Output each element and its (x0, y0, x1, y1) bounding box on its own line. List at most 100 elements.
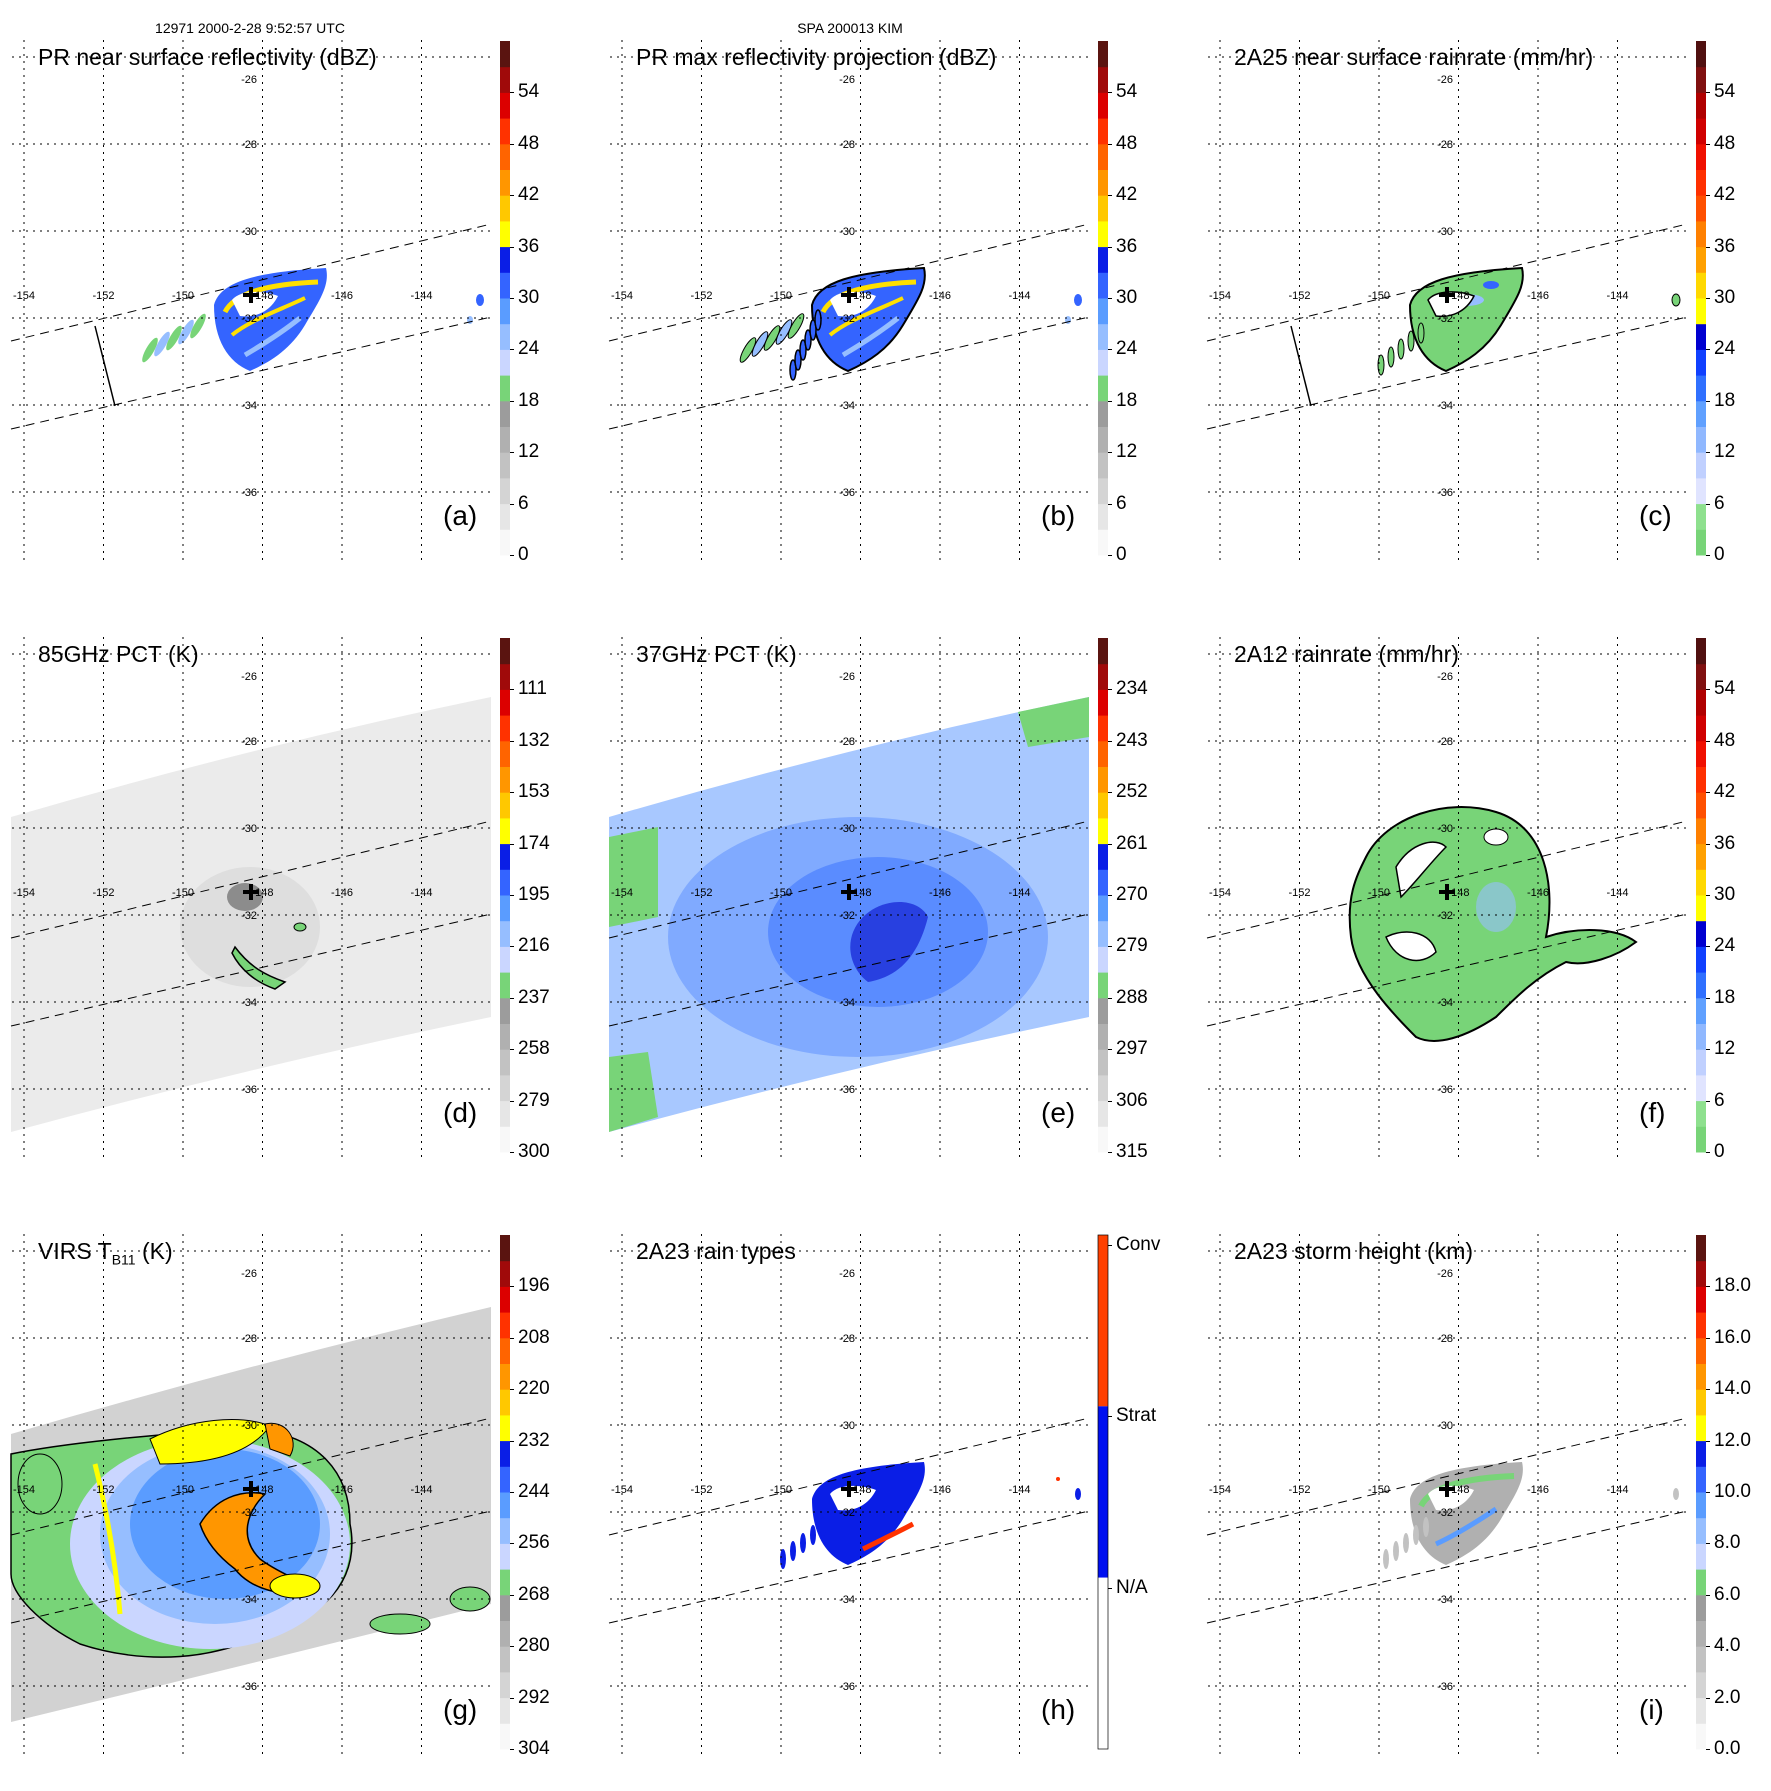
lon-label: -152 (690, 1484, 712, 1496)
colorbar-label: 30 (1705, 884, 1736, 905)
colorbar-label: 243 (1108, 729, 1148, 751)
lat-label: -36 (839, 487, 855, 499)
colorbar-b (1098, 41, 1108, 556)
colorbar-e (1098, 638, 1108, 1153)
panel-i: -154 -152 -150 -148 -146 -144 -26 -28 -30 -32 -34-… (1196, 1194, 1771, 1791)
panel-letter: (i) (1639, 1694, 1664, 1725)
colorbar-bin (500, 1697, 510, 1724)
colorbar-label: 279 (1108, 935, 1148, 957)
panel-title-text: VIRS T (38, 1238, 112, 1264)
swath-edge-lower (10, 913, 492, 1027)
colorbar-bin (1696, 1260, 1706, 1287)
colorbar-label: 18 (1705, 389, 1736, 411)
colorbar-bin (1098, 118, 1108, 145)
lon-label: -150 (1368, 290, 1390, 302)
colorbar-bin (500, 1517, 510, 1544)
map-a: -154 -152 -150 -148 -146 -144-26-28-30-32-34-… (10, 40, 510, 560)
colorbar-label: 30 (509, 287, 540, 308)
panel-title-text: 85GHz PCT (K) (38, 641, 199, 667)
lon-label: -146 (929, 887, 951, 899)
data-layer (10, 1307, 491, 1722)
lat-label: -30 (1437, 226, 1453, 238)
colorbar-bin (1696, 246, 1706, 273)
colorbar-bin (1696, 349, 1706, 376)
colorbar-label: 234 (1108, 678, 1148, 700)
colorbar-bin (1098, 143, 1108, 170)
lat-label: -36 (1437, 487, 1453, 499)
colorbar-bin (500, 1646, 510, 1673)
colorbar-bin (1696, 400, 1706, 427)
swath-edge-upper (10, 820, 492, 939)
colorbar-label: 6.0 (1705, 1583, 1741, 1605)
colorbar-label: 18.0 (1706, 1275, 1751, 1297)
panel-b: -154 -152 -150 -148 -146 -144 -26 -28 -30 -32 -34-… (598, 0, 1196, 597)
colorbar-label: 216 (510, 935, 550, 957)
swath-edge-upper (10, 1417, 492, 1536)
lon-label: -144 (410, 1484, 432, 1496)
colorbar-label: 42 (1705, 781, 1736, 803)
lon-label: -152 (92, 887, 114, 899)
lat-label: -34 (839, 997, 855, 1009)
colorbar-bin (500, 1337, 510, 1364)
lon-label: -150 (172, 290, 194, 302)
lat-label: -26 (839, 74, 855, 86)
storm-center-cross-icon (243, 884, 259, 900)
lat-label: -28 (1437, 1333, 1453, 1345)
panel-letter: (d) (443, 1097, 478, 1128)
colorbar-bin (1098, 715, 1108, 742)
panel-g: -154 -152 -150 -148 -146 -144 -26 -28 -30 -32 -34-… (0, 1194, 598, 1791)
lat-label: -30 (241, 1420, 257, 1432)
lat-label: -30 (839, 1420, 855, 1432)
lat-label: -34 (1437, 400, 1453, 412)
colorbar-label: 153 (510, 781, 550, 803)
colorbar-label: 297 (1108, 1038, 1148, 1060)
colorbar-bin (1098, 477, 1108, 505)
colorbar-label: 36 (509, 235, 540, 257)
map-i: -154 -152 -150 -148 -146 -144-26-28-30-32-34-… (1206, 1234, 1706, 1754)
panel-title-text: 2A25 near surface rainrate (mm/hr) (1234, 44, 1594, 70)
lon-label: -154 (13, 887, 35, 899)
colorbar-label: 48 (1107, 132, 1138, 154)
colorbar-bin (1098, 638, 1108, 665)
data-layer (1383, 1462, 1679, 1569)
colorbar-label: 42 (1705, 184, 1736, 206)
swath-edge-lower (10, 316, 492, 430)
colorbar-bin (1696, 1312, 1706, 1339)
colorbar-bin (500, 92, 510, 119)
panel-c: -154 -152 -150 -148 -146 -144 -26 -28 -30 -32 -34-… (1196, 0, 1771, 597)
scan-boundary-line (1290, 325, 1312, 407)
panel-title: PR near surface reflectivity (dBZ) (38, 44, 377, 70)
colorbar-label: 4.0 (1705, 1635, 1741, 1657)
swath-edge-lower (608, 316, 1090, 430)
colorbar-bin (1696, 452, 1706, 479)
pr-swath-edges (10, 223, 492, 430)
colorbar-bin (1098, 1074, 1108, 1102)
storm-center-cross-icon (243, 1481, 259, 1497)
colorbar-bin (500, 195, 510, 222)
colorbar-bin (1696, 1023, 1706, 1050)
colorbar-bin (1098, 426, 1108, 453)
colorbar-bin (1098, 869, 1108, 896)
panel-letter: (g) (443, 1694, 478, 1725)
lon-label: -146 (1527, 1484, 1549, 1496)
lon-label: -154 (611, 1484, 633, 1496)
colorbar-bin (1696, 477, 1706, 505)
lat-label: -36 (839, 1681, 855, 1693)
colorbar-bin (500, 997, 510, 1024)
lat-label: -36 (839, 1084, 855, 1096)
lat-label: -28 (1437, 736, 1453, 748)
colorbar-bin (1098, 972, 1108, 999)
colorbar-label: 24 (1705, 935, 1736, 957)
colorbar-label: 300 (510, 1141, 550, 1162)
lat-label: -36 (241, 1084, 257, 1096)
map-d: -154 -152 -150 -148 -146 -144-26-28-30-32-34-… (10, 637, 510, 1157)
colorbar-bin (1098, 792, 1108, 819)
colorbar-label: 306 (1108, 1089, 1148, 1111)
lon-label: -146 (929, 290, 951, 302)
colorbar-label: 24 (1705, 338, 1736, 360)
colorbar-label: 8.0 (1705, 1532, 1741, 1554)
colorbar-label: 54 (509, 81, 540, 103)
colorbar-label: 244 (510, 1481, 550, 1502)
colorbar-label: 14.0 (1706, 1378, 1751, 1400)
colorbar-label: Conv (1107, 1234, 1161, 1255)
